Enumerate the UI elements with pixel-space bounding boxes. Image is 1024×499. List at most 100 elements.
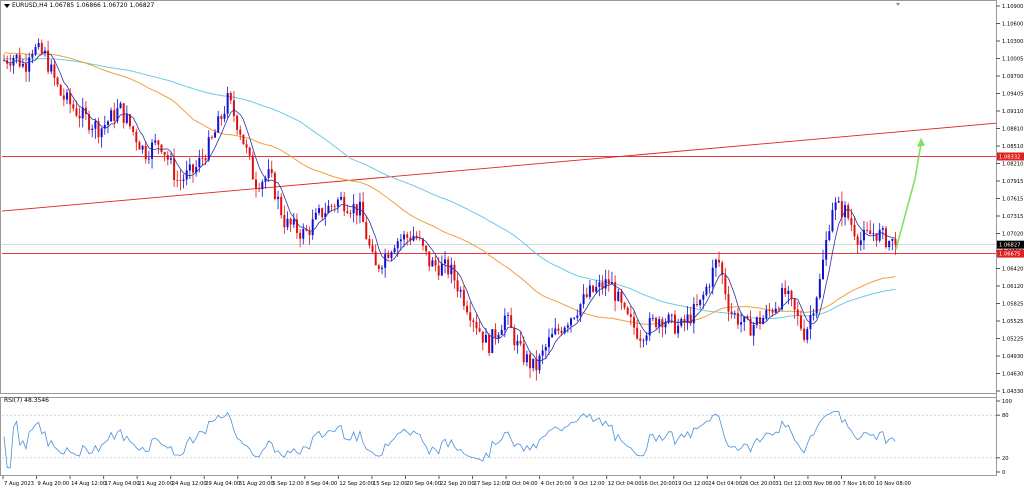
- candle-body: [762, 318, 765, 324]
- candle-body: [242, 134, 245, 145]
- candle-body: [43, 50, 46, 54]
- candle-body: [132, 126, 135, 132]
- candle-body: [229, 93, 232, 101]
- candle-body: [503, 315, 506, 330]
- candle-body: [702, 294, 705, 300]
- candle-body: [286, 218, 289, 228]
- candle-body: [245, 144, 248, 148]
- candle-body: [856, 236, 859, 245]
- candle-body: [182, 179, 185, 181]
- candle-body: [62, 95, 65, 100]
- candle-body: [453, 264, 456, 281]
- candle-body: [403, 234, 406, 240]
- candle-body: [538, 355, 541, 371]
- candle-body: [692, 303, 695, 324]
- candle-body: [516, 340, 519, 346]
- candle-body: [374, 251, 377, 266]
- collapse-triangle-icon[interactable]: [4, 3, 10, 8]
- time-tick-label: 10 Nov 08:00: [876, 481, 911, 487]
- projection-arrow-line[interactable]: [895, 143, 922, 250]
- price-tick-label: 1.04630: [1002, 372, 1023, 378]
- candle-body: [790, 290, 793, 299]
- candle-body: [295, 219, 298, 233]
- candle-body: [862, 229, 865, 241]
- price-tick-label: 1.10600: [1002, 22, 1023, 28]
- candle-body: [670, 314, 673, 316]
- candle-body: [349, 212, 352, 214]
- candle-body: [129, 114, 131, 127]
- rsi-line: [3, 410, 896, 469]
- candle-body: [658, 319, 661, 328]
- candle-body: [582, 294, 585, 305]
- candle-body: [456, 280, 459, 292]
- time-tick-label: 7 Aug 2023: [4, 481, 34, 487]
- candle-body: [825, 239, 828, 260]
- candle-body: [718, 259, 721, 263]
- candle-body: [9, 63, 12, 66]
- candle-body: [601, 282, 604, 289]
- candle-body: [683, 318, 686, 323]
- candle-body: [232, 100, 235, 116]
- candle-body: [507, 315, 509, 316]
- candle-body: [623, 302, 626, 308]
- candle-body: [595, 286, 598, 292]
- time-tick-label: 31 Oct 12:00: [775, 481, 809, 487]
- candle-body: [765, 310, 768, 319]
- candle-body: [450, 264, 453, 275]
- candle-body: [696, 303, 698, 306]
- candle-body: [661, 319, 664, 328]
- candle-body: [466, 305, 469, 313]
- candle-body: [261, 181, 264, 190]
- candle-body: [610, 282, 613, 285]
- time-tick-label: 20 Sep 04:00: [406, 481, 441, 487]
- candle-body: [384, 254, 387, 268]
- candle-body: [774, 308, 777, 313]
- candle-body: [283, 215, 286, 228]
- candle-body: [721, 262, 724, 276]
- candle-body: [664, 322, 667, 328]
- candle-body: [91, 128, 94, 130]
- time-tick-label: 26 Oct 20:00: [742, 481, 776, 487]
- candle-body: [784, 287, 787, 295]
- candle-body: [110, 110, 113, 122]
- candle-body: [352, 204, 355, 214]
- candle-body: [72, 104, 75, 109]
- candle-body: [340, 196, 343, 200]
- candle-body: [614, 282, 617, 301]
- symbol-text: EURUSD,H4 1.06785 1.06866 1.06720 1.0682…: [12, 2, 155, 9]
- candle-body: [724, 275, 727, 295]
- price-tick-label: 1.04930: [1002, 354, 1023, 360]
- candle-body: [563, 327, 566, 334]
- candle-body: [358, 201, 361, 216]
- time-tick-label: 16 Oct 20:00: [641, 481, 675, 487]
- price-badge: [997, 240, 1024, 249]
- candle-body: [818, 279, 821, 298]
- candle-body: [494, 329, 497, 339]
- candle-body: [40, 42, 43, 54]
- rsi-tick-label: 100: [1002, 399, 1012, 405]
- candle-body: [617, 291, 620, 301]
- time-tick-label: 24 Aug 12:00: [172, 481, 207, 487]
- candle-body: [711, 267, 714, 287]
- price-tick-label: 1.07615: [1002, 197, 1023, 203]
- candle-body: [289, 218, 292, 225]
- price-tick-label: 1.05525: [1002, 319, 1023, 325]
- candle-body: [560, 330, 563, 334]
- candle-body: [491, 329, 494, 354]
- candle-body: [311, 219, 314, 236]
- candle-body: [169, 158, 172, 160]
- candle-body: [755, 317, 758, 325]
- price-tick-label: 1.07315: [1002, 214, 1023, 220]
- candle-body: [50, 64, 53, 72]
- candle-body: [248, 147, 251, 156]
- chart-shift-marker[interactable]: [896, 3, 900, 6]
- candle-body: [103, 124, 106, 129]
- candle-body: [144, 145, 147, 160]
- candle-body: [815, 297, 818, 314]
- candle-body: [428, 251, 431, 267]
- trend-line[interactable]: [1, 122, 997, 212]
- candle-body: [333, 206, 336, 208]
- candle-body: [513, 327, 516, 346]
- candle-body: [834, 202, 837, 210]
